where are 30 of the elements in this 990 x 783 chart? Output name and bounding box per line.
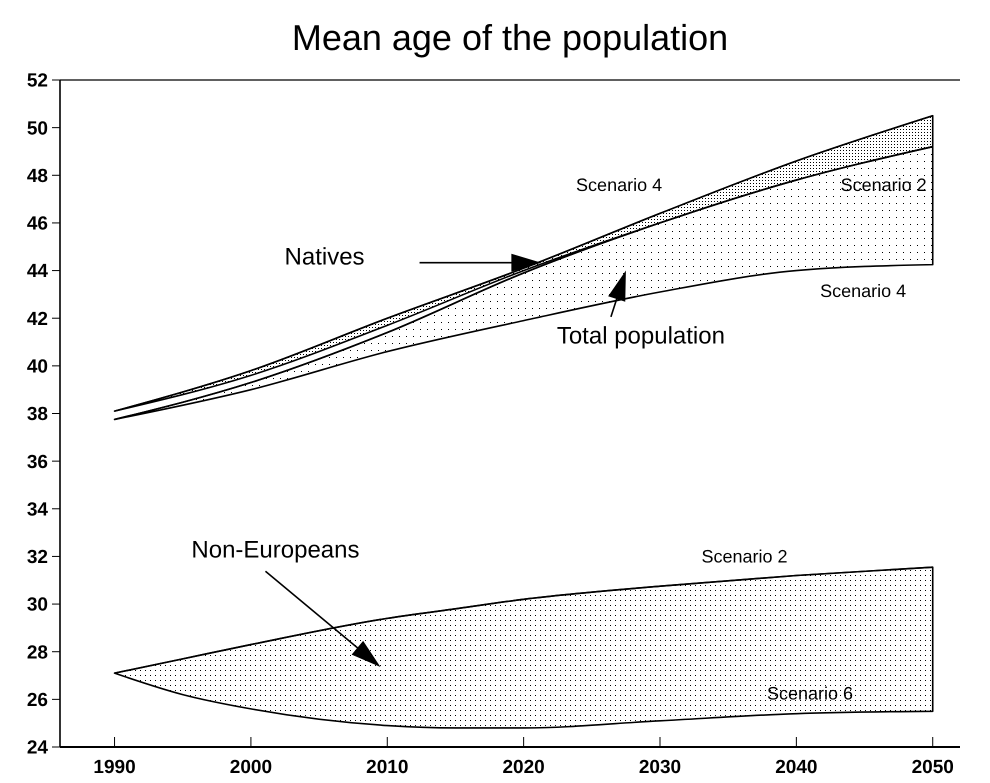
x-tick-label: 2040 — [775, 757, 818, 778]
x-tick-label: 2000 — [230, 757, 272, 778]
x-tick-label: 1990 — [93, 757, 136, 778]
x-tick-label: 2020 — [502, 757, 545, 778]
legend-label: Total population — [556, 322, 725, 350]
text: Non-Europeans — [191, 536, 360, 564]
y-tick-label: 32 — [26, 547, 48, 568]
y-tick-label: 34 — [26, 499, 48, 520]
y-tick-label: 24 — [26, 738, 48, 759]
y-tick-label: 46 — [26, 214, 48, 235]
x-tick-label: 2010 — [366, 757, 408, 778]
y-tick-label: 44 — [26, 261, 48, 282]
y-tick-label: 28 — [26, 642, 48, 664]
y-tick-label: 30 — [26, 594, 48, 616]
y-tick-label: 36 — [26, 452, 48, 473]
y-tick-label: 52 — [26, 70, 48, 92]
y-tick-label: 38 — [26, 404, 48, 426]
annotation: Scenario 4 — [820, 281, 906, 302]
text: Natives — [284, 244, 365, 271]
annotation: Scenario 2 — [840, 175, 927, 196]
annotation: Scenario 2 — [702, 546, 788, 567]
chart-title: Mean age of the population — [292, 17, 728, 58]
y-tick-label: 26 — [26, 690, 48, 712]
y-tick-label: 42 — [26, 308, 48, 330]
y-tick-label: 40 — [26, 356, 48, 378]
x-tick-label: 2030 — [638, 757, 682, 778]
x-tick-label: 2050 — [912, 757, 954, 778]
annotation: Scenario 4 — [576, 175, 662, 196]
y-tick-label: 50 — [26, 118, 48, 140]
y-tick-label: 48 — [26, 166, 48, 187]
